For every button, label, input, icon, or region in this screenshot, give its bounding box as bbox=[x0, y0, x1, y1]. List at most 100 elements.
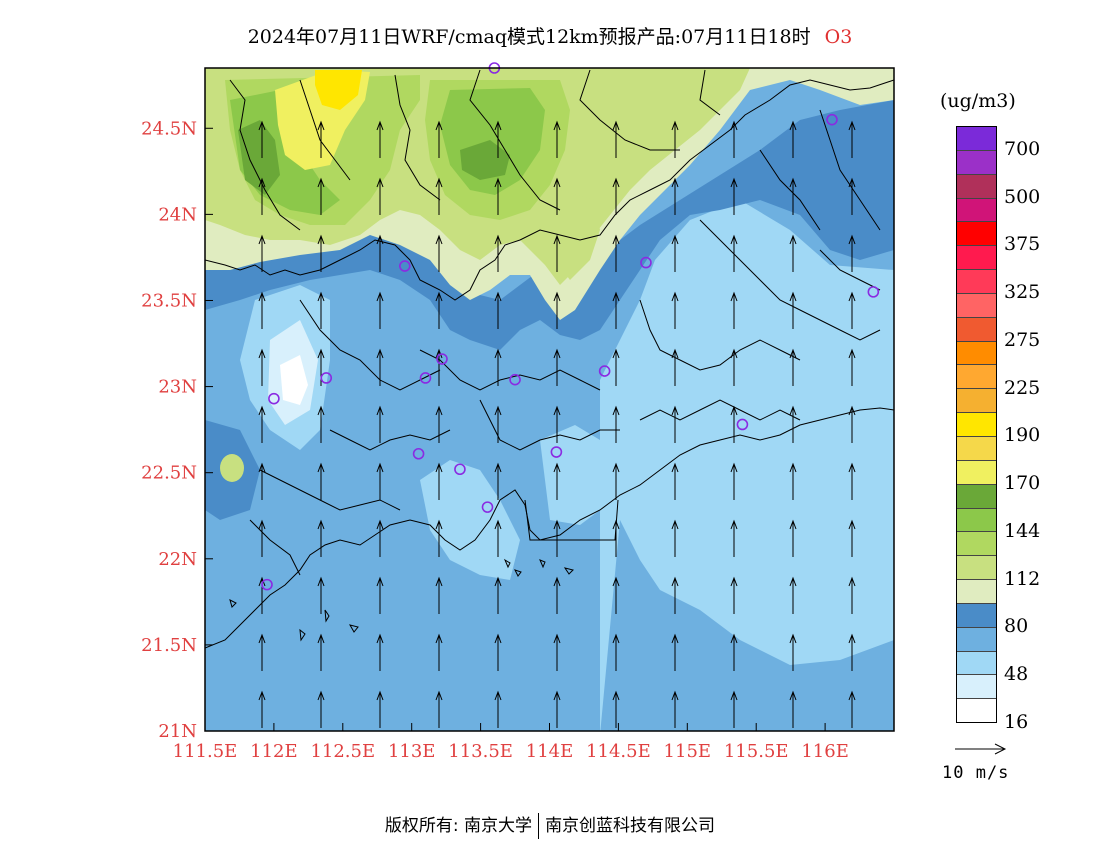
wind-arrow bbox=[671, 291, 679, 329]
wind-arrow bbox=[848, 234, 856, 272]
legend-label: 144 bbox=[1004, 519, 1041, 542]
islands bbox=[229, 558, 574, 642]
station-marker bbox=[598, 365, 611, 377]
legend-label: 48 bbox=[1004, 663, 1029, 686]
field-white-inner bbox=[280, 355, 308, 405]
station-marker bbox=[509, 373, 521, 386]
wind-arrow bbox=[376, 576, 384, 614]
wind-vectors bbox=[258, 120, 914, 785]
wind-arrow bbox=[376, 348, 384, 386]
lon-tick-label: 111.5E bbox=[173, 741, 238, 762]
wind-arrow bbox=[435, 291, 443, 329]
legend-swatch bbox=[957, 389, 996, 414]
wind-arrow bbox=[376, 462, 384, 500]
wind-arrow bbox=[671, 120, 679, 158]
field-pale-green-patch bbox=[220, 454, 244, 482]
wind-arrow bbox=[848, 576, 856, 614]
legend-label: 16 bbox=[1004, 711, 1029, 733]
lat-tick-label: 24.5N bbox=[141, 118, 197, 139]
legend-label: 190 bbox=[1004, 424, 1041, 447]
wind-arrow bbox=[435, 462, 443, 500]
wind-arrow bbox=[730, 576, 738, 614]
boundaries bbox=[205, 69, 894, 649]
legend-label: 275 bbox=[1004, 328, 1041, 351]
station-marker bbox=[826, 113, 838, 126]
station-marker bbox=[436, 353, 448, 365]
wind-arrow bbox=[789, 120, 797, 158]
lon-tick-label: 114E bbox=[526, 741, 574, 762]
wind-arrow bbox=[317, 690, 325, 728]
lat-tick-label: 22N bbox=[158, 549, 197, 570]
wind-arrow bbox=[848, 690, 856, 728]
station-marker bbox=[320, 372, 333, 384]
wind-arrow bbox=[612, 633, 620, 671]
wind-arrow bbox=[730, 120, 738, 158]
wind-arrow bbox=[848, 633, 856, 671]
wind-arrow bbox=[553, 405, 561, 443]
wind-arrow bbox=[908, 293, 914, 329]
legend-swatch bbox=[957, 365, 996, 390]
wind-arrow bbox=[494, 120, 502, 158]
lon-tick-label: 114.5E bbox=[586, 741, 651, 762]
wind-arrow bbox=[848, 405, 856, 443]
field-light-blue-center bbox=[420, 460, 520, 580]
wind-arrow bbox=[553, 576, 561, 614]
wind-arrow bbox=[671, 576, 679, 614]
legend-swatch bbox=[957, 508, 996, 533]
field-light-blue-east bbox=[600, 200, 894, 731]
wind-arrow bbox=[908, 179, 914, 215]
wind-arrow bbox=[553, 348, 561, 386]
wind-arrow bbox=[612, 177, 620, 215]
field-light-blue-bay bbox=[540, 425, 600, 525]
lon-tick-label: 116E bbox=[801, 741, 849, 762]
legend-swatch bbox=[957, 627, 996, 652]
wind-arrow bbox=[258, 690, 266, 728]
footer-separator bbox=[538, 813, 540, 839]
color-legend bbox=[956, 126, 997, 723]
station-marker bbox=[399, 260, 411, 272]
wind-arrow bbox=[612, 462, 620, 500]
wind-arrow bbox=[789, 177, 797, 215]
legend-swatch bbox=[957, 293, 996, 318]
wind-arrow bbox=[317, 633, 325, 671]
wind-reference-label: 10 m/s bbox=[942, 763, 1010, 783]
wind-arrow bbox=[671, 690, 679, 728]
wind-arrow bbox=[848, 519, 856, 557]
wind-arrow bbox=[376, 291, 384, 329]
wind-arrow bbox=[789, 234, 797, 272]
wind-arrow bbox=[848, 462, 856, 500]
wind-arrow bbox=[494, 576, 502, 614]
wind-arrow bbox=[671, 177, 679, 215]
legend-label: 700 bbox=[1004, 137, 1041, 160]
wind-arrow bbox=[376, 234, 384, 272]
wind-arrow bbox=[908, 521, 914, 557]
concentration-field bbox=[205, 68, 894, 731]
wind-arrow bbox=[553, 633, 561, 671]
wind-arrow bbox=[317, 291, 325, 329]
wind-arrow bbox=[376, 405, 384, 443]
wind-arrow bbox=[494, 633, 502, 671]
wind-arrow bbox=[730, 690, 738, 728]
wind-arrow bbox=[435, 177, 443, 215]
legend-swatch bbox=[957, 484, 996, 509]
county-lines-a bbox=[229, 69, 881, 576]
province-boundary-north bbox=[205, 79, 894, 301]
legend-swatch bbox=[957, 699, 996, 723]
wind-arrow bbox=[435, 234, 443, 272]
wind-arrow bbox=[494, 348, 502, 386]
wind-arrow bbox=[317, 519, 325, 557]
wind-arrow bbox=[435, 576, 443, 614]
wind-arrow bbox=[908, 464, 914, 500]
wind-arrow bbox=[612, 576, 620, 614]
wind-arrow bbox=[376, 120, 384, 158]
legend-label: 112 bbox=[1004, 567, 1041, 590]
wind-arrow bbox=[436, 749, 442, 785]
coastline bbox=[205, 407, 894, 649]
legend-label: 170 bbox=[1004, 472, 1041, 495]
wind-arrow bbox=[789, 462, 797, 500]
footer-left: 版权所有: 南京大学 bbox=[384, 816, 533, 836]
wind-arrow bbox=[789, 519, 797, 557]
wind-arrow bbox=[789, 291, 797, 329]
wind-arrow bbox=[789, 348, 797, 386]
legend-swatch bbox=[957, 675, 996, 700]
